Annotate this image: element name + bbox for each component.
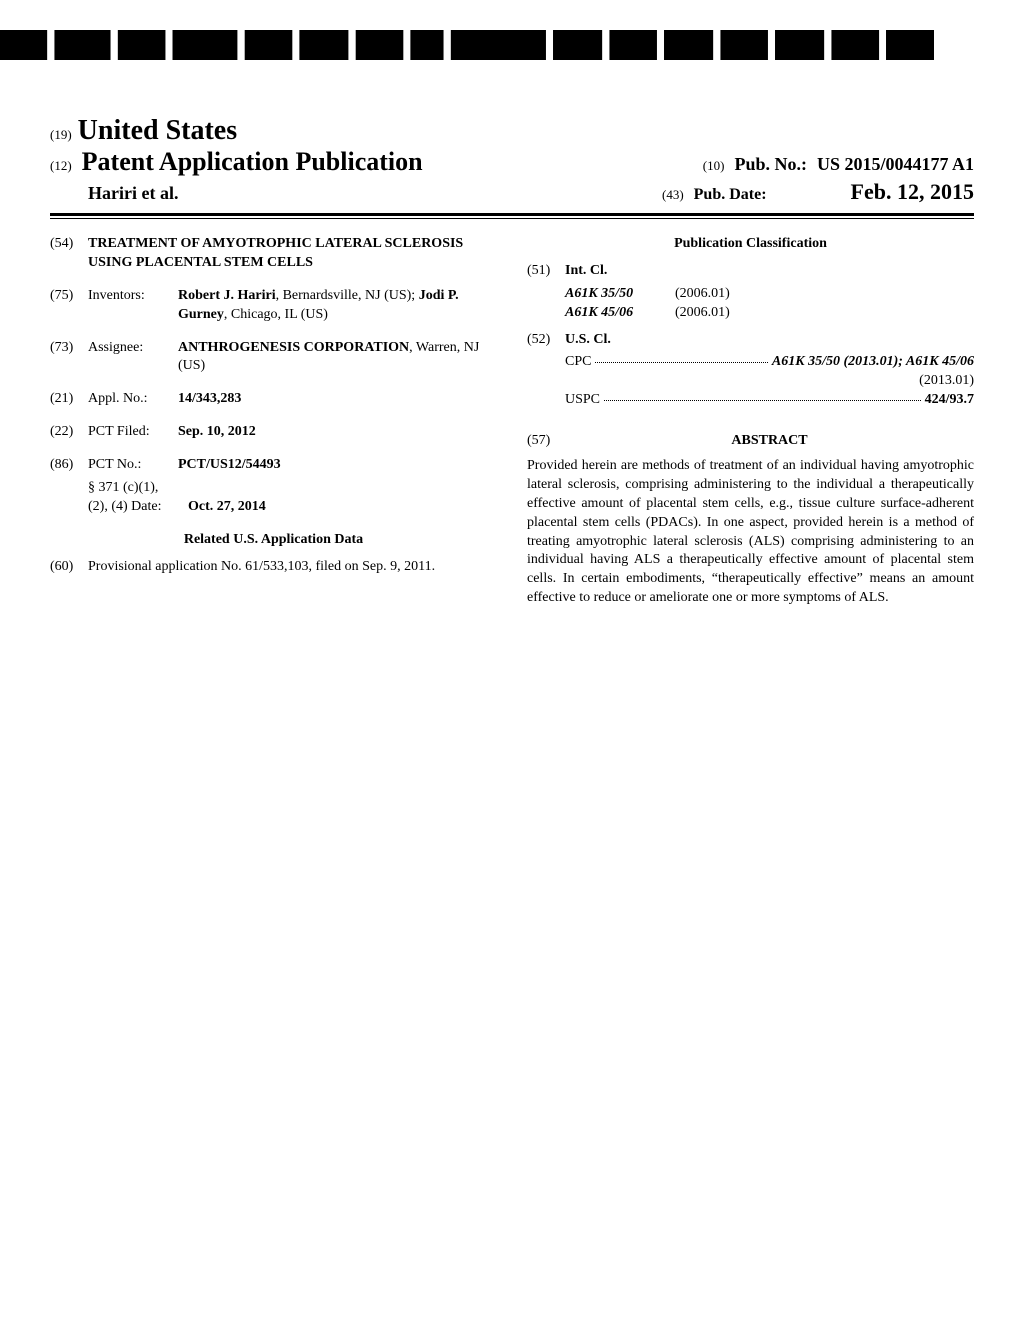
cpc-label: CPC xyxy=(565,353,591,372)
inventor-2-loc: , Chicago, IL (US) xyxy=(224,307,328,322)
abstract-heading: ABSTRACT xyxy=(565,432,974,451)
field-86-sub1: § 371 (c)(1), xyxy=(88,479,497,498)
cpc-row: CPC A61K 35/50 (2013.01); A61K 45/06 xyxy=(565,353,974,372)
code-10: (10) xyxy=(703,158,725,173)
uscl-label: U.S. Cl. xyxy=(565,331,974,350)
field-86-sub2: (2), (4) Date: Oct. 27, 2014 xyxy=(88,498,497,517)
field-86-sub2-value: Oct. 27, 2014 xyxy=(188,498,266,517)
provisional-body: Provisional application No. 61/533,103, … xyxy=(88,558,497,577)
pctfiled-value: Sep. 10, 2012 xyxy=(178,423,497,442)
code-60: (60) xyxy=(50,558,88,577)
code-73: (73) xyxy=(50,339,88,377)
code-12: (12) xyxy=(50,158,72,173)
code-43: (43) xyxy=(662,187,684,202)
pub-no: US 2015/0044177 A1 xyxy=(817,154,974,174)
pub-class-heading: Publication Classification xyxy=(527,235,974,254)
header-row-authors: Hariri et al. (43) Pub. Date: Feb. 12, 2… xyxy=(50,179,974,205)
header-row-country: (19) United States xyxy=(50,115,974,147)
applno-value: 14/343,283 xyxy=(178,390,497,409)
abstract-body: Provided herein are methods of treatment… xyxy=(527,457,974,608)
intcl-label: Int. Cl. xyxy=(565,262,974,281)
field-73: (73) Assignee: ANTHROGENESIS CORPORATION… xyxy=(50,339,497,377)
uspc-row: USPC 424/93.7 xyxy=(565,391,974,410)
related-heading: Related U.S. Application Data xyxy=(50,531,497,550)
dots-icon xyxy=(604,391,921,401)
pctno-label: PCT No.: xyxy=(88,456,178,475)
code-57: (57) xyxy=(527,432,565,451)
barcode-text: US 20150044177A1 xyxy=(0,68,934,84)
code-22: (22) xyxy=(50,423,88,442)
code-19: (19) xyxy=(50,127,72,143)
field-52: (52) U.S. Cl. xyxy=(527,331,974,350)
assignee-name: ANTHROGENESIS CORPORATION xyxy=(178,340,409,355)
invention-title: TREATMENT OF AMYOTROPHIC LATERAL SCLEROS… xyxy=(88,235,497,273)
pctno-value: PCT/US12/54493 xyxy=(178,456,497,475)
field-54: (54) TREATMENT OF AMYOTROPHIC LATERAL SC… xyxy=(50,235,497,273)
barcode-pattern: ▌████▐████▌██▐█▌██▐█████▌███▐████▌███▐██… xyxy=(0,30,934,66)
pub-date: Feb. 12, 2015 xyxy=(851,179,974,204)
pub-date-label: Pub. Date: xyxy=(694,186,767,203)
header-row-pub: (12) Patent Application Publication (10)… xyxy=(50,147,974,177)
field-86-sub2-label: (2), (4) Date: xyxy=(88,498,188,517)
intcl-row-0: A61K 35/50 (2006.01) xyxy=(565,285,974,304)
header: (19) United States (12) Patent Applicati… xyxy=(50,115,974,219)
cpc-value: A61K 35/50 (2013.01); A61K 45/06 xyxy=(772,353,974,372)
intcl-date-0: (2006.01) xyxy=(675,285,974,304)
field-22: (22) PCT Filed: Sep. 10, 2012 xyxy=(50,423,497,442)
barcode-block: ▌████▐████▌██▐█▌██▐█████▌███▐████▌███▐██… xyxy=(0,30,934,84)
assignee-body: ANTHROGENESIS CORPORATION, Warren, NJ (U… xyxy=(178,339,497,377)
content: (54) TREATMENT OF AMYOTROPHIC LATERAL SC… xyxy=(50,235,974,608)
intcl-code-1: A61K 45/06 xyxy=(565,304,675,323)
dots-icon xyxy=(595,353,767,363)
inventors-body: Robert J. Hariri, Bernardsville, NJ (US)… xyxy=(178,287,497,325)
inventors-label: Inventors: xyxy=(88,287,178,325)
header-date: (43) Pub. Date: Feb. 12, 2015 xyxy=(662,179,974,205)
applno-label: Appl. No.: xyxy=(88,390,178,409)
code-75: (75) xyxy=(50,287,88,325)
pub-no-label: Pub. No.: xyxy=(734,154,807,174)
inventor-1: Robert J. Hariri xyxy=(178,288,276,303)
inventor-1-loc: , Bernardsville, NJ (US); xyxy=(276,288,419,303)
right-column: Publication Classification (51) Int. Cl.… xyxy=(527,235,974,608)
header-left: (12) Patent Application Publication xyxy=(50,147,423,177)
field-21: (21) Appl. No.: 14/343,283 xyxy=(50,390,497,409)
code-86: (86) xyxy=(50,456,88,475)
assignee-label: Assignee: xyxy=(88,339,178,377)
country: United States xyxy=(78,115,237,147)
divider-thin xyxy=(50,218,974,219)
code-51: (51) xyxy=(527,262,565,281)
uspc-value: 424/93.7 xyxy=(925,391,974,410)
field-57-head: (57) ABSTRACT xyxy=(527,422,974,457)
intcl-date-1: (2006.01) xyxy=(675,304,974,323)
divider-thick xyxy=(50,213,974,216)
field-86: (86) PCT No.: PCT/US12/54493 xyxy=(50,456,497,475)
intcl-code-0: A61K 35/50 xyxy=(565,285,675,304)
left-column: (54) TREATMENT OF AMYOTROPHIC LATERAL SC… xyxy=(50,235,497,608)
authors: Hariri et al. xyxy=(88,183,178,204)
code-54: (54) xyxy=(50,235,88,273)
header-right: (10) Pub. No.: US 2015/0044177 A1 xyxy=(703,154,974,175)
uspc-label: USPC xyxy=(565,391,600,410)
cpc-value2: (2013.01) xyxy=(565,372,974,391)
publication-type: Patent Application Publication xyxy=(82,147,423,176)
field-51: (51) Int. Cl. xyxy=(527,262,974,281)
pctfiled-label: PCT Filed: xyxy=(88,423,178,442)
field-60: (60) Provisional application No. 61/533,… xyxy=(50,558,497,577)
code-52: (52) xyxy=(527,331,565,350)
intcl-row-1: A61K 45/06 (2006.01) xyxy=(565,304,974,323)
field-75: (75) Inventors: Robert J. Hariri, Bernar… xyxy=(50,287,497,325)
code-21: (21) xyxy=(50,390,88,409)
cpc-value-text: A61K 35/50 (2013.01); A61K 45/06 xyxy=(772,354,974,369)
